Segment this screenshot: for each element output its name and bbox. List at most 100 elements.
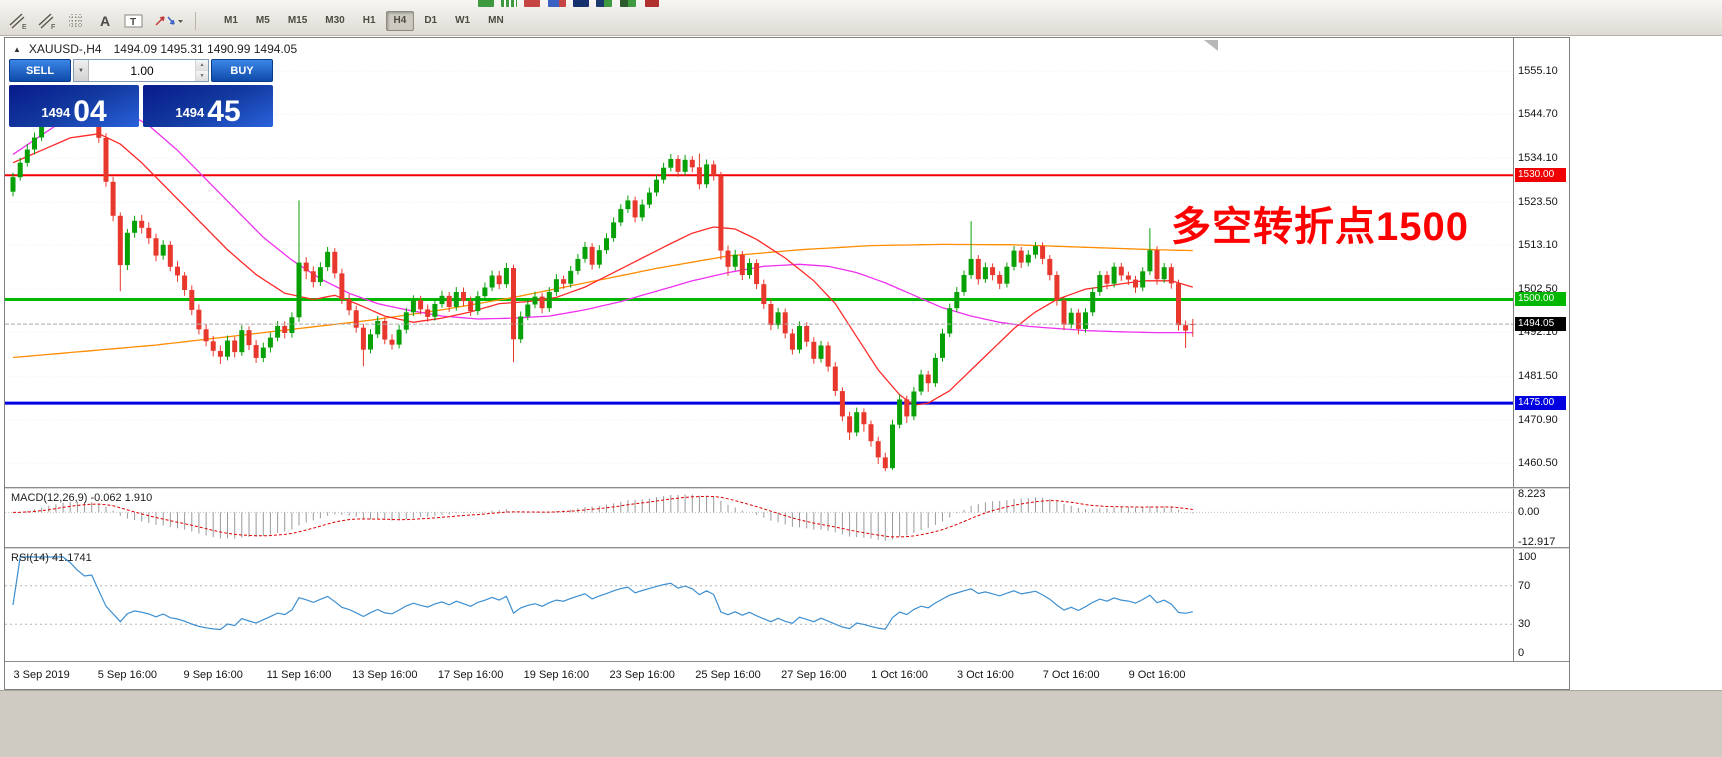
indicator-scale-label: 100 [1518, 551, 1537, 563]
candle [260, 347, 266, 358]
clipped-toolbar-icon [645, 0, 659, 7]
candle [954, 292, 960, 309]
candle [332, 251, 338, 274]
candle [1125, 275, 1131, 280]
candle [482, 287, 488, 297]
candle [668, 159, 674, 168]
candle [10, 177, 16, 192]
volume-decrease-button[interactable]: ▼ [196, 70, 208, 81]
macd-plot-area: MACD(12,26,9) -0.062 1.910 [5, 489, 1513, 547]
sell-button[interactable]: SELL [9, 59, 71, 82]
candle [553, 279, 559, 292]
main-chart-panel: ▲ XAUUSD-,H4 1494.09 1495.31 1490.99 149… [5, 38, 1569, 487]
time-label: 3 Oct 16:00 [956, 669, 1014, 681]
candle [975, 258, 981, 280]
candle [1133, 279, 1138, 288]
indicator-scale-label: -12.917 [1518, 535, 1556, 548]
price-tick: 1513.10 [1518, 239, 1558, 252]
timeframe-button-d1[interactable]: D1 [424, 15, 438, 26]
candle [911, 391, 917, 417]
timeframe-button-m5[interactable]: M5 [255, 15, 270, 26]
macd-canvas[interactable] [5, 489, 1513, 547]
candle [839, 391, 845, 417]
candle [382, 321, 388, 340]
candle [847, 416, 853, 433]
candle [461, 292, 466, 302]
trendlines-f-tool-icon[interactable]: F [35, 10, 59, 32]
chart-shift-marker [1204, 40, 1218, 51]
candle [325, 251, 331, 268]
candle [1147, 250, 1153, 272]
candle [818, 345, 824, 359]
collapse-trade-panel-arrow[interactable]: ▲ [13, 44, 21, 54]
window-background-strip [0, 690, 1722, 757]
candle [1168, 267, 1174, 284]
candle [582, 246, 588, 259]
arrow-styles-tool-icon[interactable] [151, 10, 185, 32]
candle [267, 337, 273, 348]
candle [410, 300, 416, 313]
candle [375, 321, 381, 335]
price-scale[interactable]: 1555.10 1544.70 1534.10 1523.50 1513.10 1502.… [1513, 38, 1569, 487]
volume-dropdown-button[interactable]: ▼ [74, 60, 89, 81]
time-axis[interactable]: 3 Sep 2019 5 Sep 16:00 9 Sep 16:00 11 Sep 1… [5, 661, 1569, 689]
candle [804, 326, 810, 342]
candle [1176, 283, 1181, 326]
macd-panel: MACD(12,26,9) -0.062 1.910 8.223 0.00 -12.… [5, 488, 1569, 548]
candle [532, 296, 538, 305]
clipped-toolbar-icon [596, 0, 612, 7]
text-label-tool-icon[interactable]: T [122, 10, 146, 32]
timeframe-button-w1[interactable]: W1 [455, 15, 471, 26]
candle [518, 316, 524, 340]
timeframe-button-h1[interactable]: H1 [362, 15, 376, 26]
timeframe-button-m1[interactable]: M1 [224, 15, 238, 26]
panel-splitter[interactable] [5, 547, 1569, 549]
candle [1161, 267, 1167, 280]
candle [797, 326, 802, 350]
rsi-canvas[interactable] [5, 549, 1513, 661]
trendlines-e-tool-icon[interactable]: E [6, 10, 30, 32]
time-label: 27 Sep 16:00 [781, 669, 847, 681]
time-label: 19 Sep 16:00 [523, 669, 590, 681]
candle [561, 279, 567, 284]
volume-increase-button[interactable]: ▲ [196, 60, 208, 71]
volume-value[interactable]: 1.00 [130, 63, 154, 78]
clipped-toolbar-icon [501, 0, 517, 7]
timeframe-button-m15[interactable]: M15 [287, 15, 308, 26]
candle [403, 312, 409, 330]
buy-button[interactable]: BUY [211, 59, 273, 82]
font-tool-icon[interactable]: A [93, 10, 117, 32]
timeframe-button-mn[interactable]: MN [488, 15, 504, 26]
candle [1190, 324, 1196, 325]
buy-price-main: 1494 [175, 105, 205, 120]
buy-price-display[interactable]: 1494 45 [143, 85, 273, 127]
candle [868, 424, 874, 442]
candle [897, 399, 903, 425]
candle [253, 345, 259, 358]
volume-input[interactable]: ▼ 1.00 ▲ ▼ [73, 59, 209, 82]
candle [189, 290, 195, 310]
macd-scale[interactable]: 8.223 0.00 -12.917 [1513, 488, 1569, 548]
candle [861, 412, 867, 425]
candle [711, 164, 717, 176]
time-label: 13 Sep 16:00 [352, 669, 418, 681]
candle [1090, 292, 1096, 313]
panel-splitter[interactable] [5, 487, 1569, 489]
time-label: 1 Oct 16:00 [871, 669, 929, 681]
candle [1054, 275, 1060, 301]
candle [153, 238, 159, 256]
candle [932, 357, 938, 384]
top-toolbar: E F A T [0, 0, 1722, 36]
grid-tool-icon[interactable] [64, 10, 88, 32]
symbol-period-label: XAUUSD-,H4 [28, 42, 102, 56]
candle [982, 267, 988, 280]
timeframe-button-m30[interactable]: M30 [325, 15, 345, 26]
price-chart-canvas[interactable] [5, 38, 1513, 487]
chart-annotation: 多空转折点1500 [1171, 205, 1469, 249]
timeframe-button-h4[interactable]: H4 [385, 11, 415, 31]
sell-price-display[interactable]: 1494 04 [9, 85, 139, 127]
candle [446, 295, 452, 307]
clipped-toolbar-icon [524, 0, 540, 7]
macd-label: MACD(12,26,9) -0.062 1.910 [11, 492, 153, 504]
rsi-scale[interactable]: 100 70 30 0 [1513, 549, 1569, 661]
